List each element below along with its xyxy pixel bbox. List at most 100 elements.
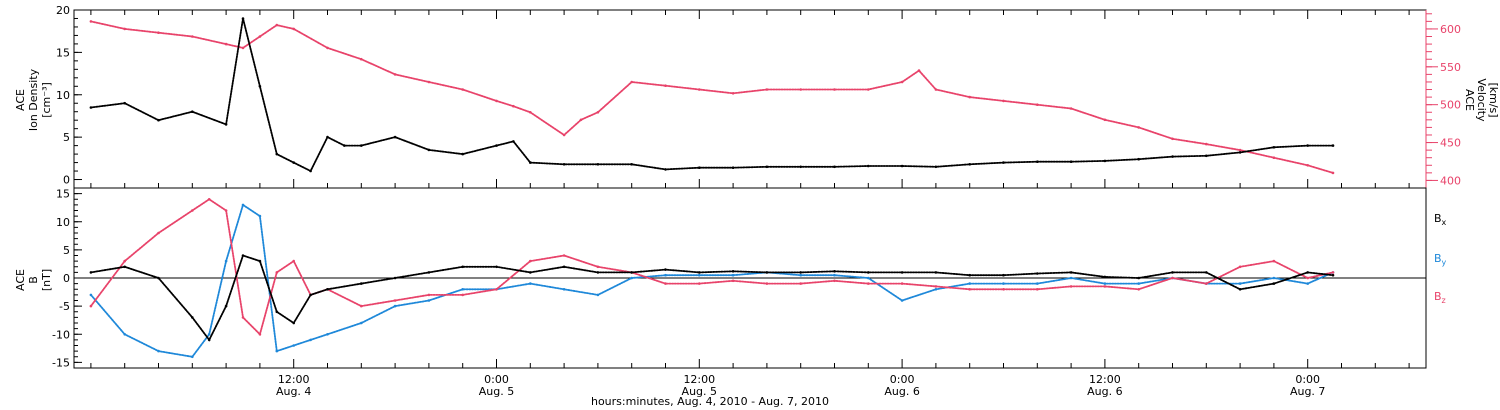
by-series-point-10 [309,338,312,342]
by-series-point-1 [123,333,126,336]
density-tick-label-3: 15 [56,46,70,59]
date-tick-label-1: Aug. 5 [479,385,514,398]
bz-series-point-3 [191,209,194,212]
field-tick-label-1: -10 [52,328,70,341]
bx-series-point-3 [191,316,194,319]
bz-series-point-37 [1205,282,1208,285]
bz-series-point-36 [1171,276,1174,280]
top-series-layer [89,17,1335,175]
velocity-series-point-25 [799,88,802,91]
velocity-series-point-6 [258,35,262,38]
by-series-point-30 [968,282,971,285]
bx-series-point-13 [393,276,397,280]
density-series-point-2 [157,118,160,122]
by-series-point-39 [1272,276,1276,280]
legend-by-main: B [1434,252,1442,265]
by-series-point-3 [191,355,194,359]
by-series-point-34 [1103,282,1107,285]
bz-series-point-41 [1331,271,1335,274]
density-series-point-36 [1137,157,1140,161]
by-series-point-31 [1002,282,1005,285]
field-axis-label-line-3: [nT] [40,269,53,291]
velocity-series-point-19 [596,111,600,114]
density-series-point-39 [1238,151,1242,154]
bx-series-point-36 [1171,271,1174,274]
bx-series-point-24 [765,271,769,274]
bx-series-point-17 [529,271,532,274]
bx-series-point-25 [799,271,802,274]
bx-series-point-20 [630,271,633,274]
density-series-point-24 [731,166,735,169]
bottom-time-ticks [90,359,1410,368]
bx-series-point-33 [1069,271,1073,274]
density-series-point-41 [1306,144,1309,147]
bz-series-point-18 [562,254,566,257]
by-series-point-23 [731,273,735,277]
velocity-series-point-13 [461,88,465,91]
by-series-point-21 [664,273,667,277]
bz-series-point-32 [1036,288,1039,291]
velocity-series-point-5 [241,46,245,50]
bx-series-point-14 [427,271,431,274]
bx-series-point-9 [292,321,296,325]
by-series-point-32 [1036,282,1039,285]
density-series [89,17,1335,173]
density-series-point-37 [1171,155,1174,158]
by-series-point-17 [529,282,532,285]
by-series-point-11 [326,333,329,336]
bz-series-point-23 [731,279,735,283]
bz-series-point-0 [89,304,93,308]
bz-series-point-29 [934,285,938,288]
date-tick-label-4: Aug. 6 [1087,385,1122,398]
bz-series-point-22 [698,282,701,285]
by-series [89,203,1335,359]
density-series-point-35 [1103,159,1107,163]
bx-series-point-28 [900,271,904,274]
top-panel: 0 5 10 15 20 400 450 500 550 600 ACE Ion Density… [14,4,1500,189]
field-tick-label-5: 10 [56,216,70,229]
bz-series-point-19 [596,265,600,269]
field-tick-label-4: 5 [63,244,70,257]
bx-series-point-19 [596,271,600,274]
velocity-series-point-15 [512,104,515,108]
velocity-series-point-29 [917,69,921,72]
bz-series-point-35 [1137,288,1140,291]
density-series-point-11 [343,144,346,147]
by-series-point-25 [799,273,802,277]
velocity-series-point-11 [393,73,397,76]
bz-series-point-34 [1103,285,1107,288]
velocity-series-point-4 [224,42,228,46]
by-series-point-29 [934,288,938,291]
velocity-series-point-40 [1272,156,1276,159]
bz-series-point-5 [224,209,228,212]
density-series-point-8 [292,161,296,164]
velocity-axis: 400 450 500 550 600 [1425,10,1461,188]
velocity-series-point-7 [275,23,279,27]
velocity-series-point-34 [1069,107,1073,110]
velocity-series-point-1 [123,27,126,31]
by-series-point-26 [833,273,836,277]
by-series-point-35 [1137,282,1140,285]
velocity-series-point-12 [427,80,431,84]
bz-series-point-24 [765,282,769,285]
bx-series-point-37 [1205,271,1208,274]
density-series-point-13 [393,135,397,139]
bz-series-point-28 [900,282,904,285]
legend-by: By [1434,252,1447,267]
bx-series-point-1 [123,265,126,269]
density-tick-label-2: 10 [56,89,70,102]
by-series-trace [90,203,1334,358]
density-series-point-34 [1069,160,1073,163]
velocity-series-point-16 [529,111,532,114]
bx-series-point-32 [1036,272,1039,275]
density-series-point-0 [89,106,93,109]
bz-series-point-8 [275,271,279,274]
field-axis-label-line-2: B [27,276,40,284]
bz-series-point-39 [1272,259,1276,263]
velocity-series-point-41 [1306,164,1309,167]
velocity-series-point-14 [495,99,498,103]
bz-series-point-9 [292,259,296,263]
velocity-series-point-38 [1205,142,1208,146]
